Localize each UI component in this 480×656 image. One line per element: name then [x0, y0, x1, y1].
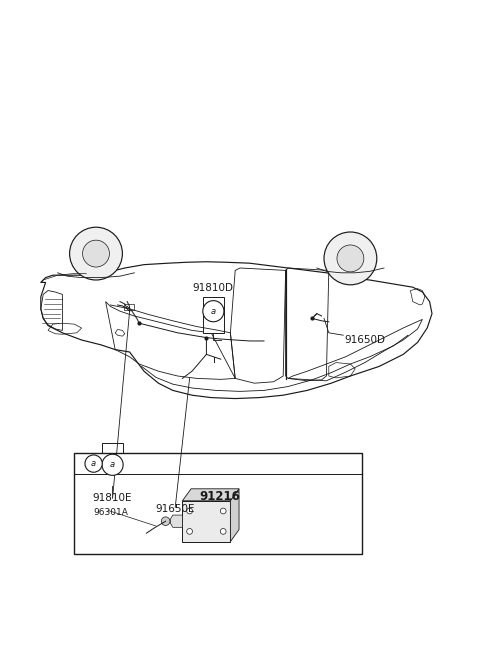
Circle shape	[187, 529, 192, 534]
Text: 91810D: 91810D	[193, 283, 234, 293]
Circle shape	[220, 508, 226, 514]
Circle shape	[203, 300, 224, 321]
Bar	[182, 501, 230, 542]
Circle shape	[102, 454, 123, 476]
Circle shape	[337, 245, 364, 272]
Circle shape	[70, 227, 122, 280]
Text: 96301A: 96301A	[94, 508, 129, 518]
Text: a: a	[110, 461, 115, 469]
Bar	[102, 443, 123, 486]
Text: a: a	[91, 459, 96, 468]
Polygon shape	[230, 489, 239, 542]
Text: 91650E: 91650E	[156, 504, 195, 514]
Bar	[74, 453, 362, 554]
Polygon shape	[170, 515, 182, 527]
Bar	[203, 297, 224, 333]
Circle shape	[161, 517, 170, 525]
Text: a: a	[211, 307, 216, 316]
Circle shape	[85, 455, 102, 472]
Circle shape	[324, 232, 377, 285]
Circle shape	[187, 508, 192, 514]
Bar	[124, 304, 134, 310]
Text: 91650D: 91650D	[345, 335, 385, 345]
Text: 91810E: 91810E	[93, 493, 132, 503]
Text: 91216: 91216	[199, 491, 240, 503]
Circle shape	[220, 529, 226, 534]
Circle shape	[83, 240, 109, 267]
Polygon shape	[182, 489, 239, 501]
